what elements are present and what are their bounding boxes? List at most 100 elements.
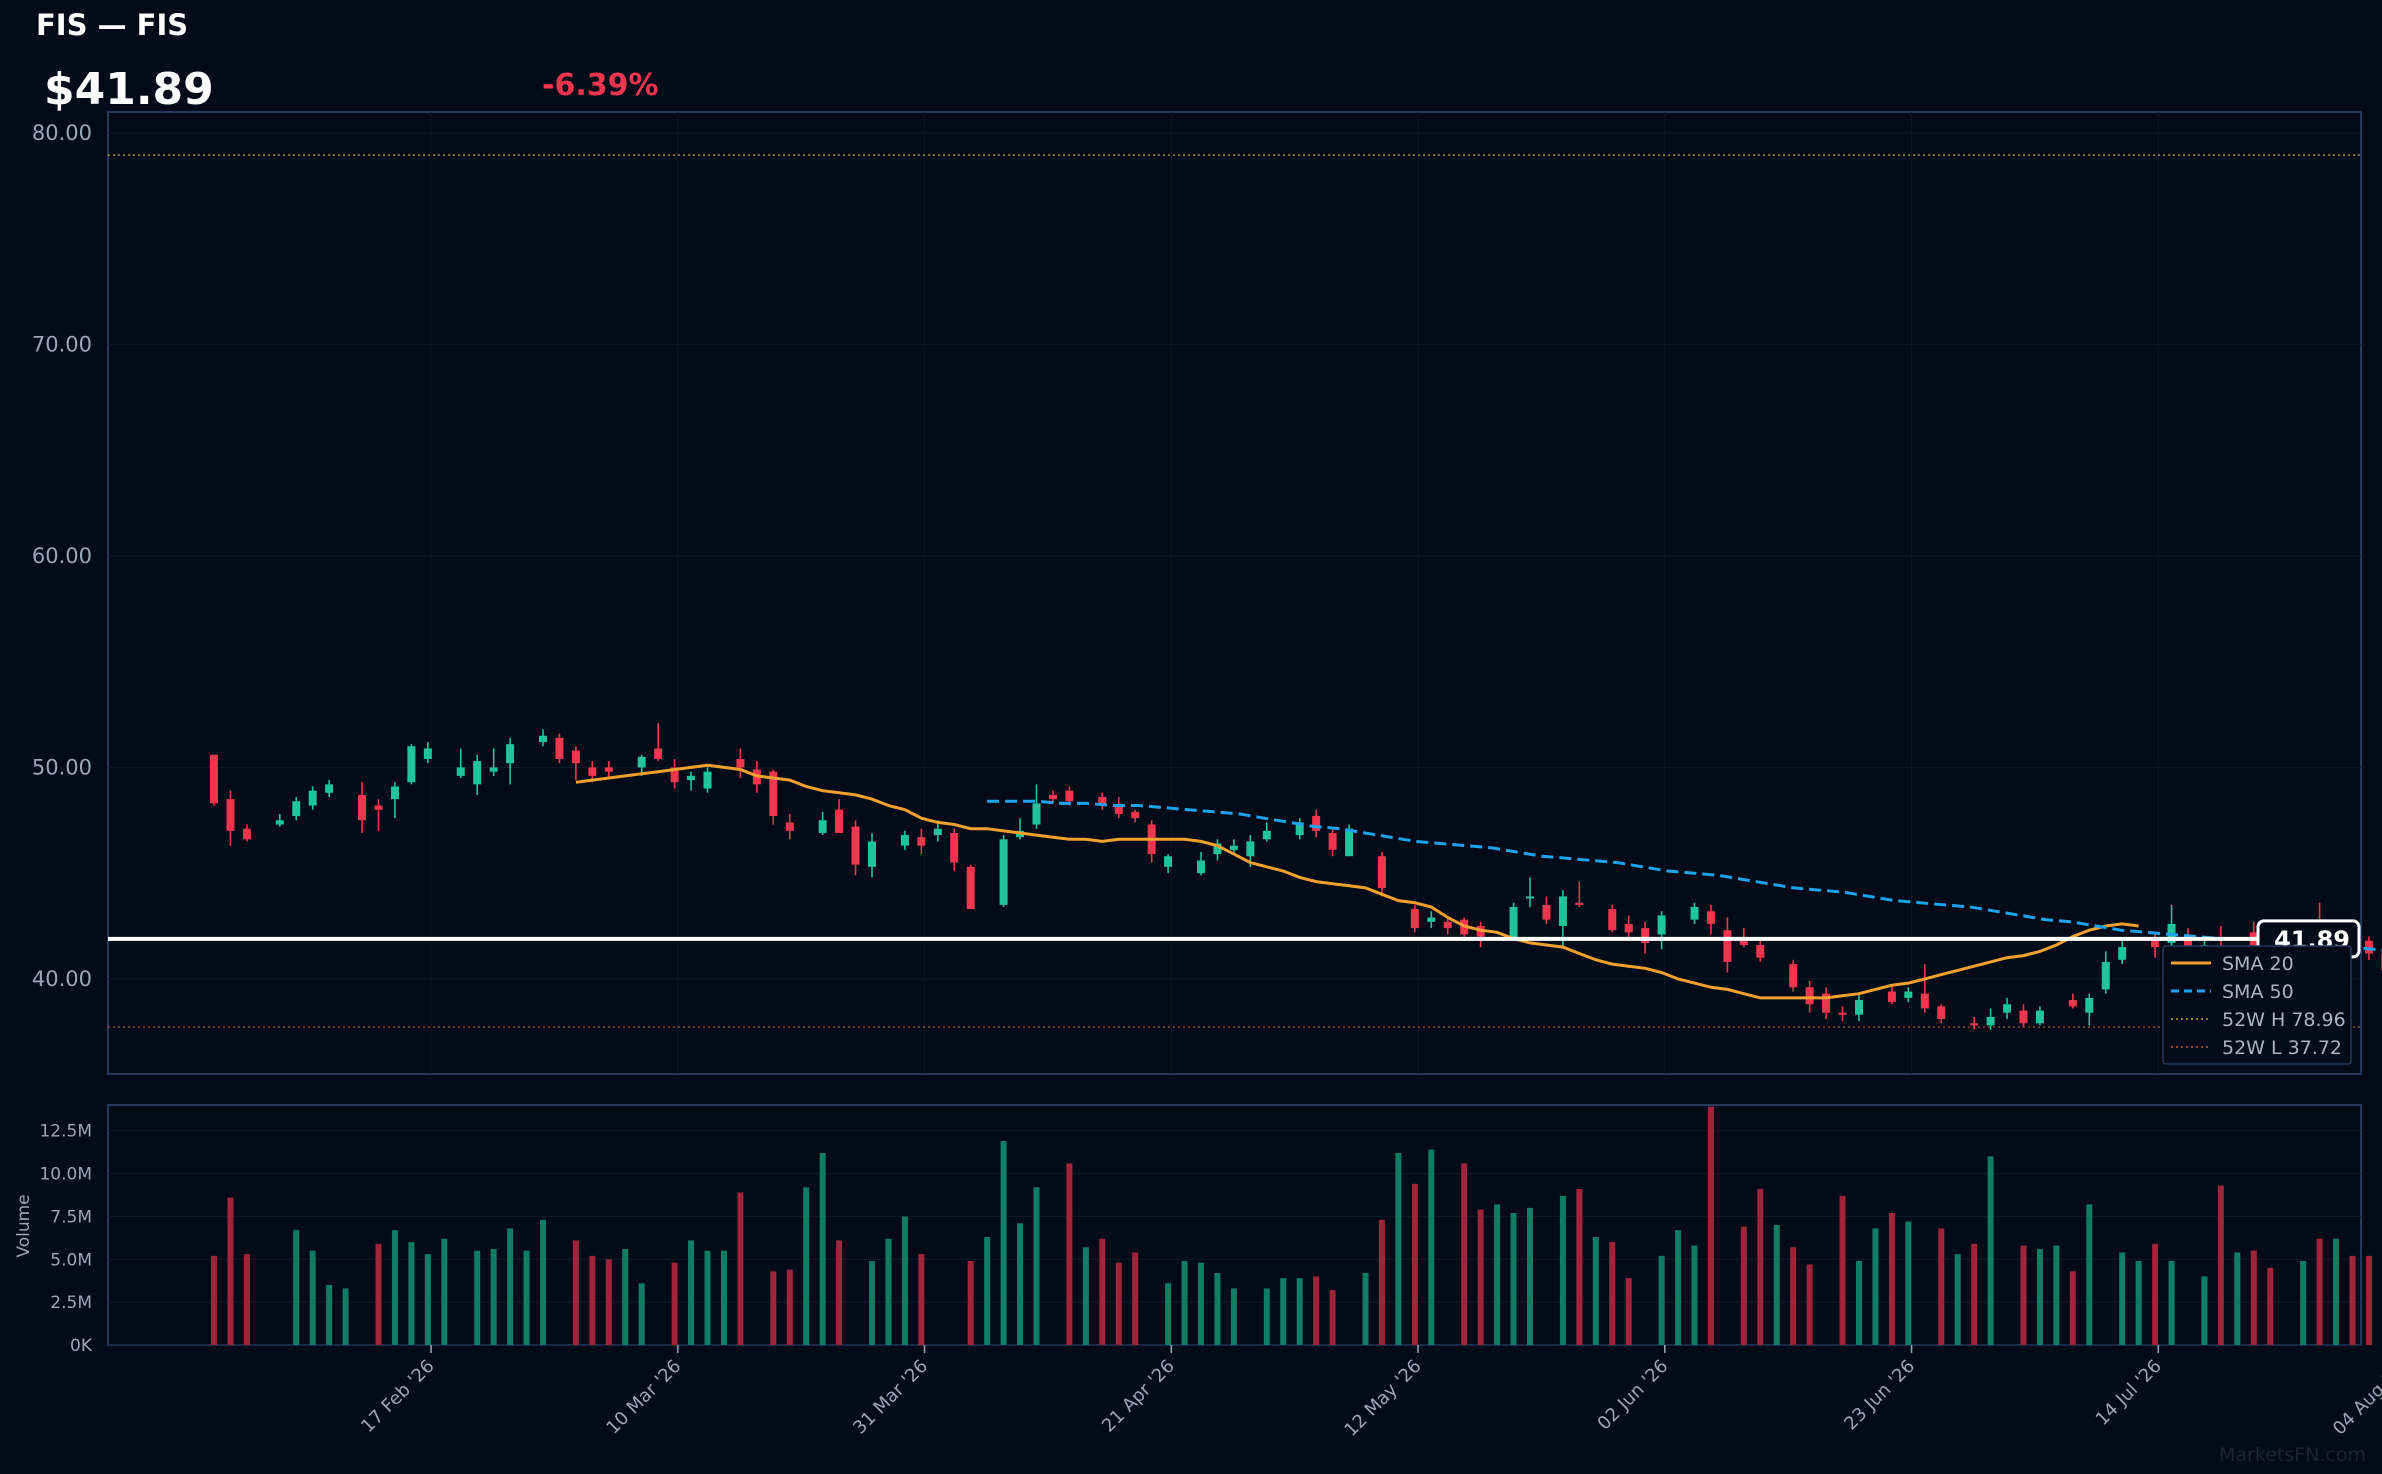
candle-body [1739, 938, 1748, 946]
candle-body [1410, 909, 1419, 929]
volume-bar [1099, 1238, 1106, 1345]
volume-bar [1115, 1262, 1122, 1345]
candle-body [1065, 790, 1074, 802]
volume-bar [1411, 1183, 1418, 1345]
volume-bar [1428, 1149, 1435, 1345]
volume-bar [1757, 1189, 1764, 1345]
candle-body [2364, 940, 2373, 954]
volume-bar [326, 1285, 333, 1345]
sma20-line [575, 763, 2139, 1000]
volume-bar [638, 1283, 645, 1345]
volume-bar [391, 1230, 398, 1345]
volume-bar [1675, 1230, 1682, 1345]
chart-title: FIS — FIS [36, 8, 189, 42]
volume-bar [1082, 1247, 1089, 1345]
candle-body [1855, 1000, 1863, 1015]
candle-body [950, 832, 959, 863]
candle-body [489, 767, 498, 772]
volume-bar [984, 1237, 991, 1345]
candle-body [687, 775, 696, 781]
candle-body [1295, 822, 1304, 836]
volume-bar [1740, 1226, 1747, 1345]
volume-bar [2201, 1276, 2208, 1345]
volume-bar [1790, 1247, 1797, 1345]
legend: SMA 20 SMA 50 52W H 78.96 52W L 37.72 [2162, 945, 2352, 1065]
volume-bar [885, 1238, 892, 1345]
price-gridlines [108, 112, 2361, 1074]
volume-bar [1296, 1278, 1303, 1345]
volume-bar [869, 1261, 875, 1345]
candle-body [2101, 961, 2110, 990]
candle-body [1213, 843, 1222, 855]
volume-bar [1395, 1153, 1402, 1345]
volume-bar [375, 1243, 382, 1345]
volume-bar [1576, 1189, 1583, 1345]
sma50-line [987, 799, 2382, 952]
volume-tick-label: 5.0M [50, 1250, 92, 1270]
candle-body [1542, 904, 1551, 920]
volume-bar [1609, 1242, 1616, 1345]
candle-body [1526, 896, 1534, 899]
volume-bar [1263, 1288, 1270, 1345]
volume-bar [2053, 1245, 2060, 1345]
candle-body [1805, 987, 1814, 1005]
volume-bar [441, 1238, 448, 1345]
candle-body [1443, 921, 1452, 929]
candle-body [1706, 911, 1715, 924]
x-tick-label: 10 Mar '26 [602, 1356, 685, 1439]
candle-body [1377, 856, 1386, 888]
candle-body [292, 801, 301, 817]
candle-body [1641, 928, 1650, 943]
candle-body [2085, 997, 2094, 1013]
candle-body [868, 841, 876, 867]
candle-body [325, 784, 334, 793]
volume-bar [1888, 1213, 1895, 1345]
candle-body [670, 767, 679, 783]
candle-body [407, 746, 416, 783]
volume-bar [1691, 1245, 1698, 1345]
candle-body [2003, 1004, 2012, 1013]
legend-label-sma50: SMA 50 [2222, 981, 2294, 1003]
volume-bars [211, 1106, 2372, 1345]
volume-bar [1033, 1187, 1040, 1345]
volume-bar [720, 1250, 727, 1345]
volume-bar [1707, 1106, 1714, 1345]
candle-body [308, 790, 317, 806]
candle-body [2068, 1000, 2077, 1007]
volume-bar [2168, 1261, 2175, 1345]
candle-body [588, 767, 597, 776]
volume-bar [2020, 1245, 2027, 1345]
volume-bar [474, 1250, 481, 1345]
x-tick-label: 31 Mar '26 [849, 1356, 932, 1439]
price-y-axis: 40.00 50.00 60.00 70.00 80.00 [32, 121, 92, 991]
candle-body [423, 748, 432, 759]
candle-body [966, 866, 975, 910]
volume-bar [1494, 1204, 1501, 1345]
volume-bar [967, 1261, 974, 1345]
volume-bar [2069, 1271, 2076, 1345]
volume-bar [737, 1192, 744, 1345]
price-tick-label: 70.00 [32, 333, 92, 357]
candle-body [1262, 830, 1271, 840]
volume-bar [2267, 1267, 2274, 1345]
volume-bar [1165, 1283, 1172, 1345]
volume-bar [1066, 1163, 1073, 1345]
candle-body [226, 799, 235, 831]
legend-label-high52: 52W H 78.96 [2222, 1009, 2346, 1031]
x-tick-label: 04 Aug '26 [2329, 1356, 2382, 1440]
volume-bar [2316, 1238, 2323, 1345]
price-tick-label: 40.00 [32, 967, 92, 991]
volume-bar [2234, 1252, 2241, 1345]
volume-bar [1230, 1288, 1237, 1345]
volume-bar [803, 1187, 810, 1345]
candle-body [1164, 856, 1173, 867]
x-tick-label: 12 May '26 [1340, 1356, 1425, 1441]
volume-bar [1461, 1163, 1468, 1345]
candle-body [1624, 923, 1633, 933]
volume-bar [2152, 1243, 2159, 1345]
volume-bar [1527, 1207, 1533, 1345]
volume-bar [540, 1219, 546, 1345]
volume-bar [2217, 1185, 2224, 1345]
volume-tick-label: 2.5M [50, 1293, 92, 1313]
x-tick-label: 23 Jun '26 [1840, 1356, 1919, 1435]
